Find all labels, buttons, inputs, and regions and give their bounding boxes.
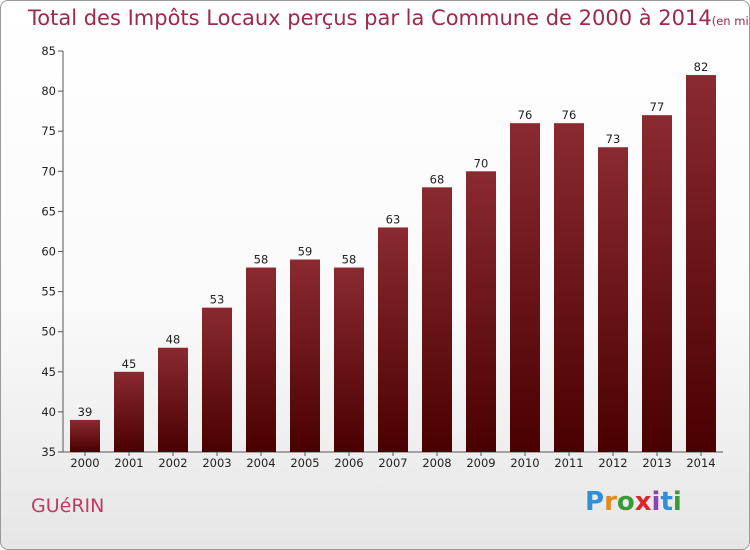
- x-tick-label-2010: 2010: [510, 456, 539, 470]
- y-tick-label: 65: [41, 204, 56, 218]
- data-label-2014: 82: [694, 60, 709, 74]
- bar-2007: [378, 227, 408, 452]
- y-tick-label: 45: [41, 365, 56, 379]
- logo-letter: o: [616, 487, 635, 517]
- x-tick-label-2007: 2007: [378, 456, 407, 470]
- y-tick-label: 70: [41, 164, 56, 178]
- chart-title: Total des Impôts Locaux perçus par la Co…: [28, 6, 749, 30]
- x-tick-label-2005: 2005: [290, 456, 319, 470]
- bar-2014: [686, 75, 716, 452]
- data-label-2002: 48: [166, 333, 181, 347]
- logo-letter: t: [660, 487, 673, 517]
- chart-unit: (en milliers d'€): [711, 14, 749, 28]
- y-tick-label: 85: [41, 44, 56, 58]
- x-tick-label-2006: 2006: [334, 456, 363, 470]
- logo-letter: x: [634, 487, 652, 517]
- y-tick-label: 75: [41, 124, 56, 138]
- data-label-2005: 59: [298, 245, 313, 259]
- x-tick-label-2004: 2004: [246, 456, 275, 470]
- bar-2003: [202, 307, 232, 452]
- bar-2005: [290, 259, 320, 452]
- x-tick-label-2000: 2000: [70, 456, 99, 470]
- x-tick-label-2008: 2008: [422, 456, 451, 470]
- x-tick-label-2012: 2012: [598, 456, 627, 470]
- data-label-2013: 77: [650, 100, 665, 114]
- data-label-2007: 63: [386, 212, 401, 226]
- x-tick-label-2011: 2011: [554, 456, 583, 470]
- bar-2008: [422, 187, 452, 452]
- bar-2001: [114, 371, 144, 452]
- data-label-2000: 39: [78, 405, 93, 419]
- y-tick-label: 35: [41, 445, 56, 459]
- data-label-2010: 76: [518, 108, 533, 122]
- chart-title-text: Total des Impôts Locaux perçus par la Co…: [28, 6, 712, 30]
- bar-2010: [510, 123, 540, 453]
- y-tick-label: 60: [41, 245, 56, 259]
- data-label-2003: 53: [210, 293, 225, 307]
- chart-axes: 35 40 45 50 55 60 65 70 75 80 85 2000 2001 2002 2003 20…: [41, 44, 723, 470]
- bar-2011: [554, 123, 584, 453]
- x-tick-label-2001: 2001: [114, 456, 143, 470]
- bar-2000: [70, 419, 100, 452]
- data-label-2011: 76: [562, 108, 577, 122]
- logo-letter: i: [672, 487, 682, 517]
- x-tick-label-2009: 2009: [466, 456, 495, 470]
- data-label-2009: 70: [474, 156, 489, 170]
- bar-2013: [642, 115, 672, 452]
- proxiti-logo: Proxiti: [585, 487, 682, 517]
- x-tick-label-2013: 2013: [642, 456, 671, 470]
- data-label-2004: 58: [254, 253, 269, 267]
- bar-2002: [158, 347, 188, 452]
- bar-2006: [334, 267, 364, 452]
- y-tick-label: 80: [41, 84, 56, 98]
- bar-2009: [466, 171, 496, 453]
- bar-2004: [246, 267, 276, 452]
- logo-letter: i: [651, 487, 661, 517]
- y-tick-label: 55: [41, 285, 56, 299]
- x-tick-label-2002: 2002: [158, 456, 187, 470]
- chart-bars: [70, 75, 716, 453]
- logo-letter: r: [604, 487, 617, 517]
- data-label-2012: 73: [606, 132, 621, 146]
- y-tick-label: 40: [41, 405, 56, 419]
- data-label-2008: 68: [430, 172, 445, 186]
- x-tick-label-2003: 2003: [202, 456, 231, 470]
- chart-data-labels: 39 45 48 53 58 59 58 63 68 70 76 76 73 77 82: [78, 60, 709, 419]
- commune-name: GUéRIN: [31, 495, 105, 517]
- data-label-2006: 58: [342, 253, 357, 267]
- x-tick-label-2014: 2014: [686, 456, 715, 470]
- logo-letter: P: [585, 487, 605, 517]
- y-tick-label: 50: [41, 325, 56, 339]
- bar-2012: [598, 147, 628, 453]
- data-label-2001: 45: [122, 357, 137, 371]
